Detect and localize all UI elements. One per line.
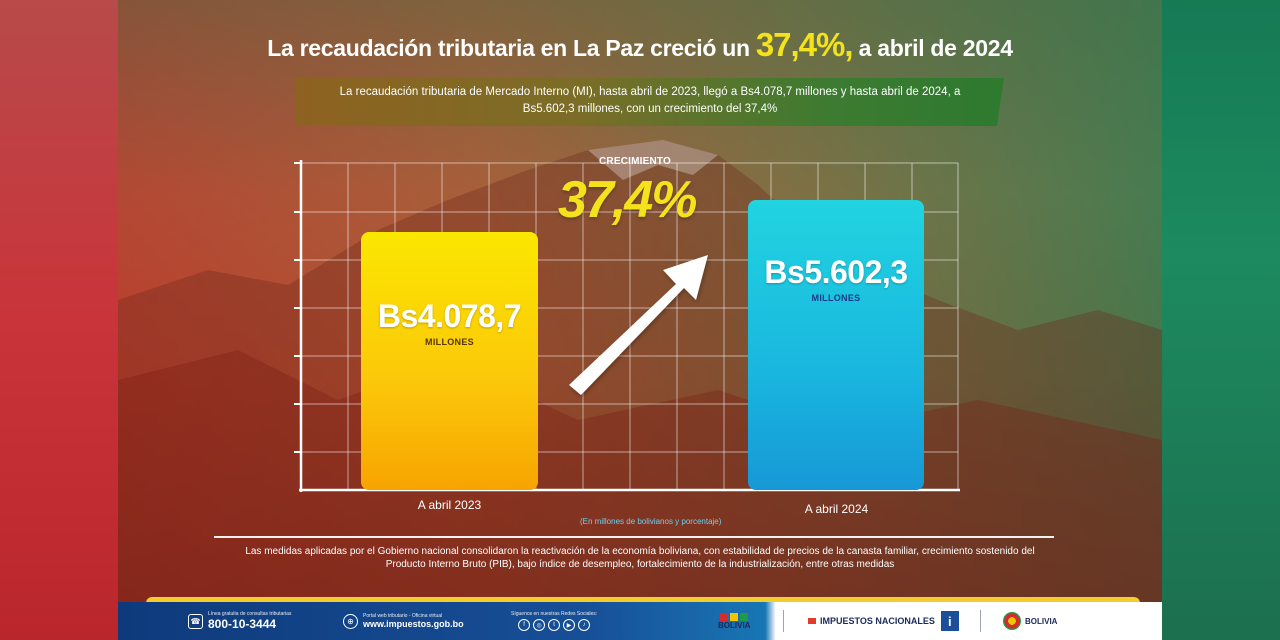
instagram-icon[interactable]: ◎ — [533, 619, 546, 631]
growth-label: CRECIMIENTO — [599, 156, 672, 167]
growth-value: 37,4% — [558, 171, 697, 229]
logo-3-text: BOLIVIA — [1025, 616, 1058, 626]
growth-arrow-icon — [569, 255, 708, 395]
footer-social: Síguenos en nuestras Redes Sociales: f ◎… — [511, 602, 597, 640]
summary-banner: La recaudación tributaria de Mercado Int… — [296, 78, 1004, 126]
impuestos-logo-icon: i — [940, 611, 959, 631]
page-title: La recaudación tributaria en La Paz crec… — [118, 26, 1162, 64]
logo-1-text: BOLIVIA — [718, 620, 751, 630]
footer-web[interactable]: ⊕ Portal web tributario - Oficina virtua… — [343, 602, 464, 640]
category-label-2023: A abril 2023 — [417, 498, 482, 512]
logo-square-red — [720, 612, 729, 621]
footer-separator — [783, 610, 784, 632]
logo-bolivia-government: BOLIVIA — [718, 602, 750, 640]
coat-of-arms-icon — [1003, 612, 1021, 630]
footer-phone[interactable]: ☎ Línea gratuita de consultas tributaria… — [188, 602, 291, 640]
web-caption: Portal web tributario - Oficina virtual — [363, 613, 443, 619]
footer-bar: ☎ Línea gratuita de consultas tributaria… — [118, 602, 1162, 640]
background-right-panel — [1162, 0, 1280, 640]
logo-square-yellow — [730, 612, 739, 621]
title-highlight: 37,4%, — [755, 26, 854, 63]
phone-number: 800-10-3444 — [208, 617, 277, 631]
bar-value-2023: Bs4.078,7 — [377, 298, 522, 334]
flag-icon — [808, 618, 816, 624]
bar-value-2024: Bs5.602,3 — [764, 254, 908, 290]
bar-2024: Bs5.602,3 MILLONES — [748, 200, 924, 490]
bar-2023: Bs4.078,7 MILLONES — [361, 232, 538, 490]
divider — [214, 536, 1054, 538]
logo-2-text: IMPUESTOS NACIONALES — [820, 616, 935, 626]
phone-caption: Línea gratuita de consultas tributarias — [208, 611, 292, 617]
chart-note: (En millones de bolivianos y porcentaje) — [580, 517, 722, 526]
logo-impuestos: IMPUESTOS NACIONALES i — [808, 602, 959, 640]
infographic-card: La recaudación tributaria en La Paz crec… — [118, 0, 1162, 640]
bar-unit-2023: MILLONES — [425, 337, 474, 347]
tiktok-icon[interactable]: ♪ — [578, 619, 591, 631]
logo-estado-bolivia: BOLIVIA — [1003, 602, 1057, 640]
phone-icon: ☎ — [188, 613, 203, 629]
web-url: www.impuestos.gob.bo — [363, 619, 464, 629]
social-caption: Síguenos en nuestras Redes Sociales: — [511, 611, 598, 617]
youtube-icon[interactable]: ▶ — [563, 619, 576, 631]
globe-icon: ⊕ — [343, 613, 358, 629]
footer-separator — [980, 610, 981, 632]
footnote: Las medidas aplicadas por el Gobierno na… — [245, 546, 1035, 570]
twitter-icon[interactable]: t — [548, 619, 561, 631]
bar-unit-2024: MILLONES — [811, 293, 861, 303]
logo-square-green — [740, 612, 749, 621]
summary-text: La recaudación tributaria de Mercado Int… — [339, 86, 961, 115]
background-left-panel — [0, 0, 118, 640]
title-before: La recaudación tributaria en La Paz crec… — [267, 35, 750, 61]
title-after: a abril de 2024 — [858, 35, 1013, 61]
category-label-2024: A abril 2024 — [804, 502, 869, 516]
facebook-icon[interactable]: f — [518, 619, 531, 631]
